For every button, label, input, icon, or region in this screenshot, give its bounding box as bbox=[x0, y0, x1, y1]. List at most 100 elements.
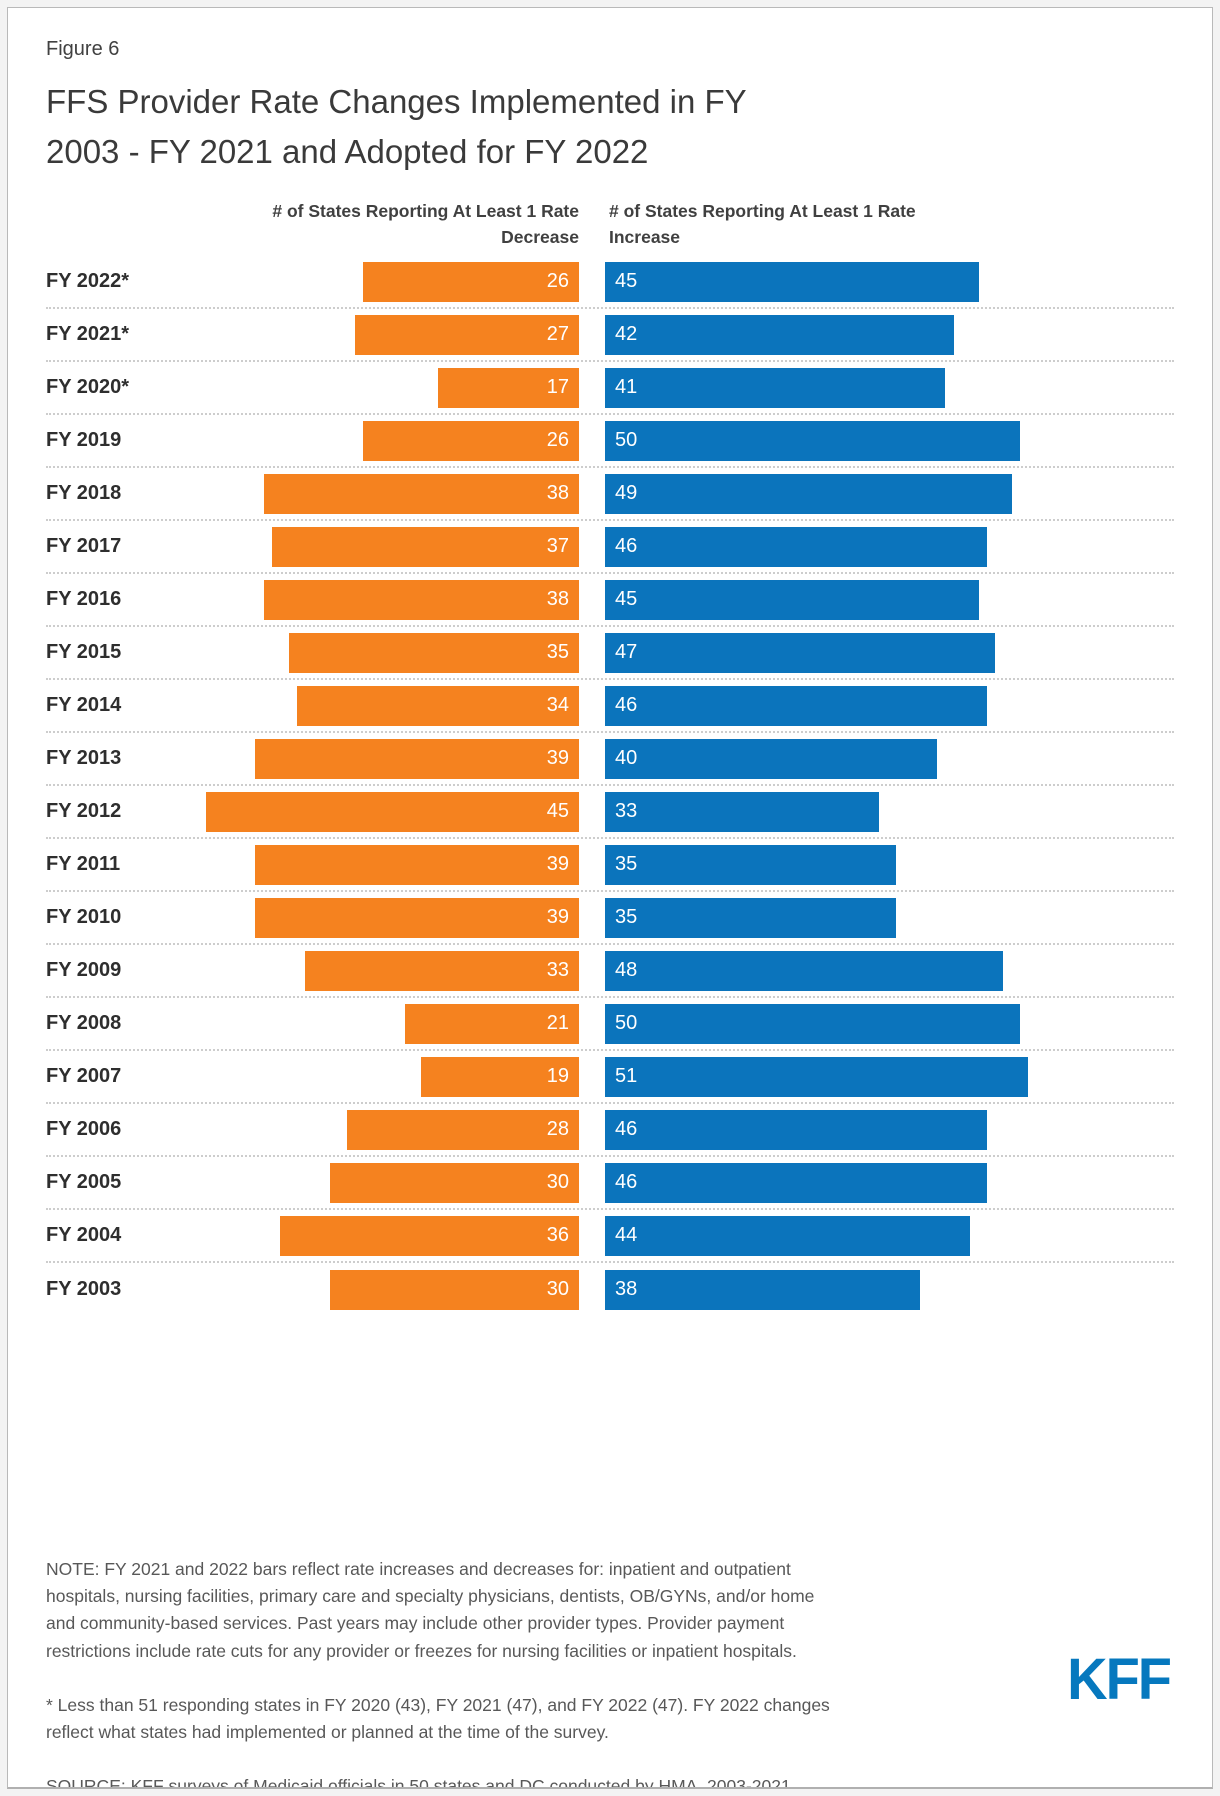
chart-row: FY 2022* 26 45 bbox=[46, 256, 1174, 309]
increase-bar: 33 bbox=[605, 791, 879, 832]
increase-value-label: 44 bbox=[615, 1224, 638, 1246]
decrease-bar-zone: 36 bbox=[206, 1215, 579, 1256]
decrease-bar-zone: 30 bbox=[206, 1269, 579, 1310]
increase-value-label: 46 bbox=[615, 1171, 638, 1193]
decrease-value-label: 21 bbox=[546, 1012, 569, 1034]
increase-bar-zone: 35 bbox=[605, 897, 1174, 938]
chart-row: FY 2017 37 46 bbox=[46, 521, 1174, 574]
decrease-bar-zone: 45 bbox=[206, 791, 579, 832]
decrease-bar-zone: 26 bbox=[206, 420, 579, 461]
increase-value-label: 46 bbox=[615, 694, 638, 716]
increase-bar-zone: 45 bbox=[605, 579, 1174, 620]
decrease-bar: 38 bbox=[263, 579, 579, 620]
page-title: FFS Provider Rate Changes Implemented in… bbox=[46, 83, 747, 170]
increase-bar: 35 bbox=[605, 897, 896, 938]
decrease-column-header: # of States Reporting At Least 1 Rate De… bbox=[272, 201, 579, 248]
decrease-bar-zone: 26 bbox=[206, 261, 579, 302]
decrease-bar-zone: 35 bbox=[206, 632, 579, 673]
year-label: FY 2013 bbox=[46, 747, 122, 769]
decrease-value-label: 30 bbox=[546, 1171, 569, 1193]
decrease-bar: 27 bbox=[354, 314, 579, 355]
chart-row: FY 2018 38 49 bbox=[46, 468, 1174, 521]
increase-bar: 40 bbox=[605, 738, 937, 779]
kff-logo: KFF bbox=[1067, 1645, 1172, 1711]
decrease-value-label: 33 bbox=[546, 959, 569, 981]
chart-row: FY 2005 30 46 bbox=[46, 1157, 1174, 1210]
chart-row: FY 2015 35 47 bbox=[46, 627, 1174, 680]
chart-row: FY 2009 33 48 bbox=[46, 945, 1174, 998]
chart-row: FY 2008 21 50 bbox=[46, 998, 1174, 1051]
decrease-value-label: 45 bbox=[546, 800, 569, 822]
chart-row: FY 2014 34 46 bbox=[46, 680, 1174, 733]
decrease-bar-zone: 37 bbox=[206, 526, 579, 567]
decrease-bar-zone: 27 bbox=[206, 314, 579, 355]
decrease-value-label: 28 bbox=[546, 1118, 569, 1140]
decrease-bar: 30 bbox=[330, 1269, 579, 1310]
decrease-bar-zone: 39 bbox=[206, 897, 579, 938]
increase-value-label: 50 bbox=[615, 429, 638, 451]
increase-bar-zone: 46 bbox=[605, 526, 1174, 567]
year-label: FY 2006 bbox=[46, 1118, 122, 1140]
increase-bar: 45 bbox=[605, 261, 979, 302]
chart-row: FY 2016 38 45 bbox=[46, 574, 1174, 627]
decrease-bar: 39 bbox=[255, 897, 579, 938]
increase-bar: 50 bbox=[605, 420, 1020, 461]
column-headers: # of States Reporting At Least 1 Rate De… bbox=[46, 198, 1174, 252]
year-label: FY 2019 bbox=[46, 429, 122, 451]
increase-value-label: 51 bbox=[615, 1065, 638, 1087]
increase-bar: 46 bbox=[605, 1162, 987, 1203]
increase-value-label: 33 bbox=[615, 800, 638, 822]
increase-bar-zone: 40 bbox=[605, 738, 1174, 779]
increase-bar: 49 bbox=[605, 473, 1012, 514]
decrease-bar: 45 bbox=[206, 791, 579, 832]
year-label: FY 2018 bbox=[46, 482, 122, 504]
increase-bar: 45 bbox=[605, 579, 979, 620]
increase-bar: 51 bbox=[605, 1056, 1029, 1097]
chart-row: FY 2013 39 40 bbox=[46, 733, 1174, 786]
decrease-value-label: 27 bbox=[546, 323, 569, 345]
chart-row: FY 2007 19 51 bbox=[46, 1051, 1174, 1104]
decrease-bar-zone: 38 bbox=[206, 579, 579, 620]
year-label: FY 2011 bbox=[46, 853, 121, 875]
year-label: FY 2014 bbox=[46, 694, 122, 716]
year-label: FY 2022* bbox=[46, 270, 130, 292]
increase-bar-zone: 41 bbox=[605, 367, 1174, 408]
decrease-bar-zone: 30 bbox=[206, 1162, 579, 1203]
note-text: NOTE: FY 2021 and 2022 bars reflect rate… bbox=[46, 1559, 815, 1661]
bar-chart: FY 2022* 26 45 FY 2021* 27 42 FY 2020* 17 41 FY 2… bbox=[46, 256, 1174, 1316]
chart-row: FY 2010 39 35 bbox=[46, 892, 1174, 945]
decrease-value-label: 36 bbox=[546, 1224, 569, 1246]
year-label: FY 2008 bbox=[46, 1012, 122, 1034]
increase-bar: 41 bbox=[605, 367, 946, 408]
decrease-bar-zone: 17 bbox=[206, 367, 579, 408]
increase-bar-zone: 44 bbox=[605, 1215, 1174, 1256]
increase-bar-zone: 35 bbox=[605, 844, 1174, 885]
year-label: FY 2005 bbox=[46, 1171, 122, 1193]
increase-value-label: 48 bbox=[615, 959, 638, 981]
increase-bar-zone: 47 bbox=[605, 632, 1174, 673]
increase-value-label: 47 bbox=[615, 641, 638, 663]
decrease-value-label: 17 bbox=[546, 376, 569, 398]
increase-value-label: 41 bbox=[615, 376, 638, 398]
year-label: FY 2010 bbox=[46, 906, 122, 928]
year-label: FY 2009 bbox=[46, 959, 122, 981]
decrease-bar: 26 bbox=[363, 420, 579, 461]
chart-row: FY 2003 30 38 bbox=[46, 1263, 1174, 1316]
increase-bar-zone: 46 bbox=[605, 685, 1174, 726]
decrease-bar-zone: 21 bbox=[206, 1003, 579, 1044]
decrease-value-label: 19 bbox=[546, 1065, 569, 1087]
increase-bar-zone: 50 bbox=[605, 1003, 1174, 1044]
increase-value-label: 45 bbox=[615, 270, 638, 292]
decrease-value-label: 30 bbox=[546, 1278, 569, 1300]
decrease-bar-zone: 19 bbox=[206, 1056, 579, 1097]
increase-bar: 42 bbox=[605, 314, 954, 355]
decrease-bar-zone: 39 bbox=[206, 738, 579, 779]
source-text: SOURCE: KFF surveys of Medicaid official… bbox=[46, 1776, 796, 1789]
decrease-value-label: 34 bbox=[546, 694, 569, 716]
year-label: FY 2012 bbox=[46, 800, 122, 822]
decrease-bar: 30 bbox=[330, 1162, 579, 1203]
increase-value-label: 46 bbox=[615, 535, 638, 557]
decrease-value-label: 39 bbox=[546, 906, 569, 928]
increase-value-label: 45 bbox=[615, 588, 638, 610]
chart-row: FY 2019 26 50 bbox=[46, 415, 1174, 468]
